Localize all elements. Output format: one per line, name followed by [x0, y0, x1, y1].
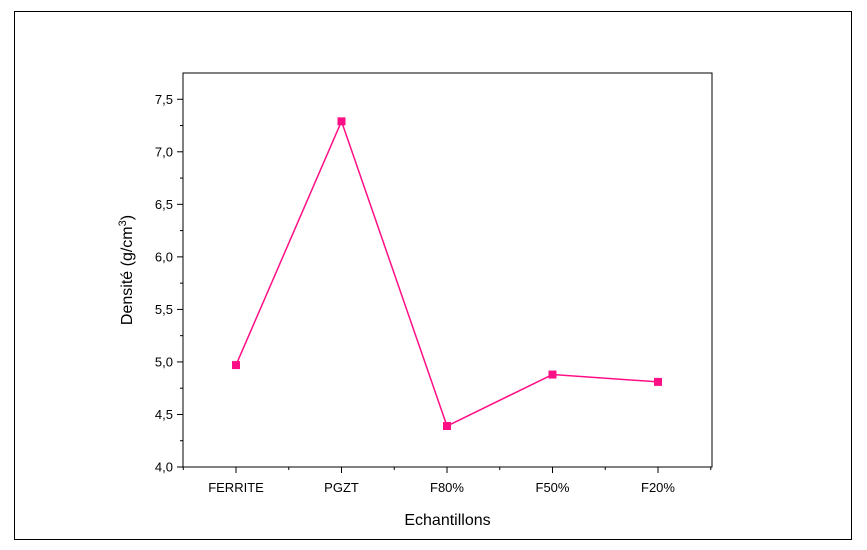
y-tick-label: 5,5: [155, 302, 173, 317]
y-tick-label: 4,5: [155, 407, 173, 422]
x-tick-label: PGZT: [324, 480, 359, 495]
data-point-marker: [232, 361, 240, 370]
plot-area: [182, 72, 713, 468]
y-axis-title-close: ): [119, 215, 136, 220]
series-line: [235, 119, 659, 428]
data-point-marker: [443, 422, 451, 431]
data-point-marker: [548, 370, 557, 379]
y-tick-label: 7,5: [155, 92, 173, 107]
y-axis-title-main: Densité (g/cm: [119, 226, 136, 325]
y-tick-label: 5,0: [155, 354, 173, 369]
y-tick-label: 4,0: [155, 460, 173, 475]
y-tick-label: 7,0: [155, 144, 173, 159]
x-axis-title: Echantillons: [404, 512, 490, 529]
data-point-marker: [654, 377, 662, 386]
y-tick-label: 6,5: [155, 197, 173, 212]
y-axis-title: Densité (g/cm3): [117, 215, 136, 325]
x-tick-label: F20%: [641, 480, 675, 495]
y-tick-label: 6,0: [155, 249, 173, 264]
x-tick-label: FERRITE: [208, 480, 264, 495]
data-point-marker: [337, 117, 346, 126]
x-tick-label: F80%: [430, 480, 464, 495]
y-axis-title-sup: 3: [117, 220, 129, 226]
x-tick-label: F50%: [536, 480, 570, 495]
